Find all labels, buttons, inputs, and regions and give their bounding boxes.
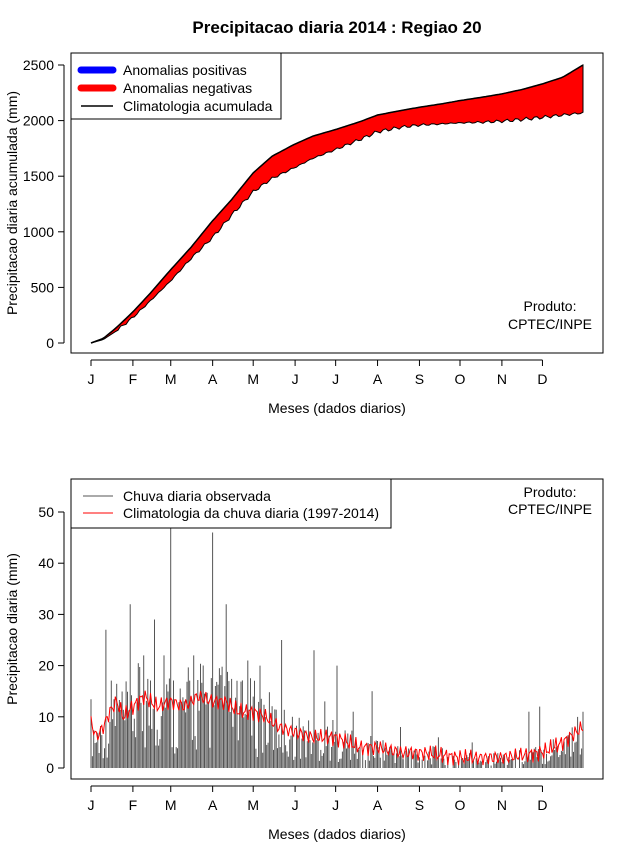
x-tick-label: A	[373, 371, 383, 387]
credit-line-1: Produto:	[524, 484, 577, 500]
legend-climatology-label: Climatologia da chuva diaria (1997-2014)	[123, 505, 379, 521]
x-tick-label: A	[373, 797, 383, 813]
y-tick-label: 10	[38, 709, 54, 725]
legend-box	[70, 478, 392, 529]
credit-line-2: CPTEC/INPE	[508, 501, 592, 517]
legend-positive-label: Anomalias positivas	[123, 62, 247, 78]
y-tick-label: 20	[38, 658, 54, 674]
x-tick-label: M	[247, 371, 259, 387]
x-tick-label: J	[292, 797, 299, 813]
x-axis-label: Meses (dados diarios)	[268, 400, 406, 416]
x-tick-label: M	[247, 797, 259, 813]
x-tick-label: M	[165, 371, 177, 387]
y-tick-label: 0	[46, 335, 54, 351]
x-axis-label: Meses (dados diarios)	[268, 826, 406, 842]
y-tick-label: 30	[38, 606, 54, 622]
y-axis-label: Precipitacao diaria (mm)	[4, 553, 20, 705]
x-tick-label: S	[415, 797, 424, 813]
x-tick-label: O	[455, 797, 466, 813]
x-tick-label: A	[208, 797, 218, 813]
x-tick-label: F	[129, 371, 138, 387]
x-tick-label: D	[537, 371, 547, 387]
y-tick-label: 2000	[23, 113, 54, 129]
climatology-daily-line	[90, 690, 584, 766]
x-tick-label: J	[292, 371, 299, 387]
y-tick-label: 0	[46, 760, 54, 776]
page-title: Precipitacao diaria 2014 : Regiao 20	[192, 18, 481, 37]
credit-line-2: CPTEC/INPE	[508, 316, 592, 332]
y-tick-label: 2500	[23, 57, 54, 73]
x-tick-label: O	[455, 371, 466, 387]
accumulated-chart: 0 500 1000 1500 2000 2500 J F M A M J J A S O N D Meses (d…	[4, 52, 604, 416]
x-tick-label: M	[165, 797, 177, 813]
legend-observed-label: Chuva diaria observada	[123, 488, 271, 504]
climatology-accumulated-line	[90, 64, 584, 344]
y-tick-label: 1500	[23, 168, 54, 184]
y-tick-label: 1000	[23, 224, 54, 240]
plot-frame	[70, 52, 604, 354]
observed-rain-bars	[90, 527, 584, 768]
x-tick-label: J	[332, 371, 339, 387]
x-tick-label: N	[497, 797, 507, 813]
x-tick-label: D	[537, 797, 547, 813]
y-tick-label: 40	[38, 555, 54, 571]
x-tick-label: S	[415, 371, 424, 387]
x-tick-label: F	[129, 797, 138, 813]
credit-line-1: Produto:	[524, 298, 577, 314]
daily-chart: 0 10 20 30 40 50 J F M A M J J A S O N D Meses (dados diar…	[4, 478, 604, 842]
y-tick-label: 50	[38, 504, 54, 520]
x-tick-label: A	[208, 371, 218, 387]
legend-negative-label: Anomalias negativas	[123, 80, 252, 96]
x-tick-label: J	[88, 797, 95, 813]
x-tick-label: J	[88, 371, 95, 387]
x-tick-label: J	[332, 797, 339, 813]
y-tick-label: 500	[31, 279, 55, 295]
x-tick-label: N	[497, 371, 507, 387]
legend-climatology-label: Climatologia acumulada	[123, 98, 273, 114]
y-axis-label: Precipitacao diaria acumulada (mm)	[4, 91, 20, 315]
